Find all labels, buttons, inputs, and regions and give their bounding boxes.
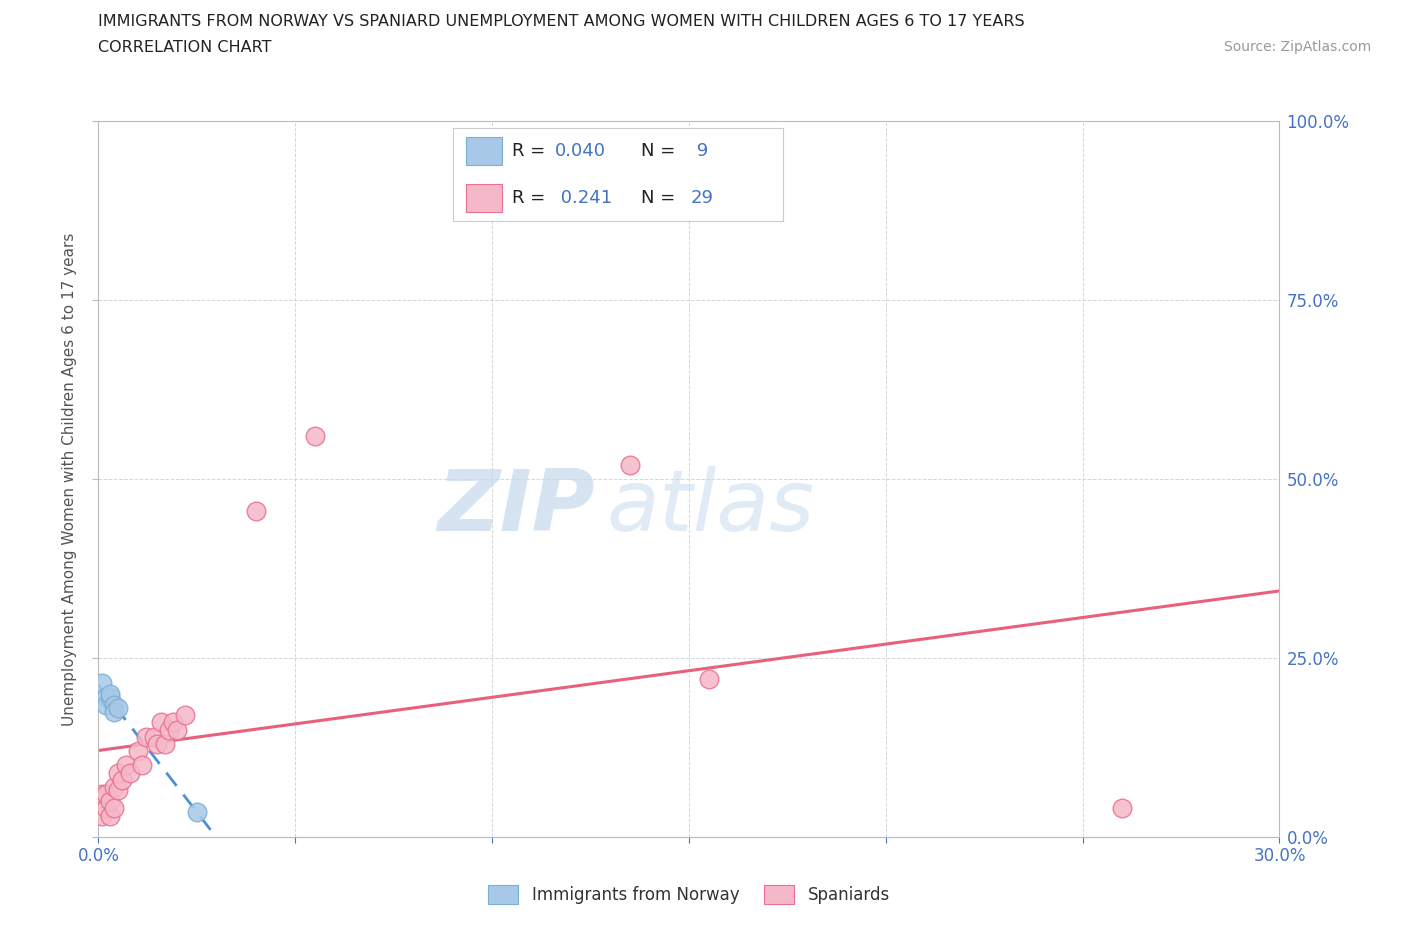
Point [103, 704, 125, 719]
Point [131, 758, 153, 773]
Point [107, 700, 129, 715]
Point [135, 729, 157, 744]
Text: atlas: atlas [606, 466, 814, 549]
Point [91, 675, 114, 690]
Point [98, 686, 121, 701]
Point [118, 765, 141, 780]
Point [186, 804, 208, 819]
Point [142, 729, 165, 744]
Point [107, 783, 129, 798]
Text: IMMIGRANTS FROM NORWAY VS SPANIARD UNEMPLOYMENT AMONG WOMEN WITH CHILDREN AGES 6: IMMIGRANTS FROM NORWAY VS SPANIARD UNEMP… [98, 14, 1025, 29]
Point [96, 698, 118, 712]
Point [96, 801, 118, 816]
Point [107, 765, 129, 780]
Text: Source: ZipAtlas.com: Source: ZipAtlas.com [1223, 40, 1371, 54]
Text: ZIP: ZIP [437, 466, 595, 549]
Point [98, 690, 121, 705]
Y-axis label: Unemployment Among Women with Children Ages 6 to 17 years: Unemployment Among Women with Children A… [62, 232, 77, 725]
Point [146, 737, 169, 751]
Point [96, 690, 118, 705]
Point [697, 672, 720, 687]
Point [174, 708, 197, 723]
Point [245, 504, 267, 519]
Point [150, 715, 173, 730]
Legend: Immigrants from Norway, Spaniards: Immigrants from Norway, Spaniards [481, 879, 897, 911]
Point [96, 787, 118, 802]
Point [115, 758, 138, 773]
Point [103, 801, 125, 816]
Point [162, 715, 184, 730]
Point [155, 737, 177, 751]
Point [103, 779, 125, 794]
Point [127, 744, 149, 759]
Point [98, 794, 121, 809]
Point [619, 458, 641, 472]
Point [157, 722, 180, 737]
Point [91, 787, 114, 802]
Point [91, 808, 114, 823]
Point [166, 722, 188, 737]
Text: CORRELATION CHART: CORRELATION CHART [98, 40, 271, 55]
Point [103, 698, 125, 712]
Point [111, 772, 134, 787]
Point [98, 808, 121, 823]
Point [304, 429, 326, 444]
Point [1111, 801, 1133, 816]
